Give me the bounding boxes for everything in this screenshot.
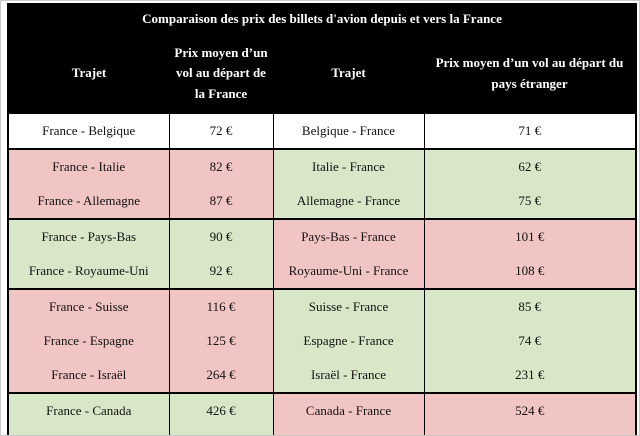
price-to-france-cell: 74 € [423,324,637,358]
route-to-france-cell: Israël - France [272,358,425,394]
price-from-france-cell: 438 € [168,428,274,435]
table-row: France - Canada 426 € Canada - France 52… [7,393,637,428]
route-to-france-cell: Belgique - France [272,114,425,150]
column-header-trajet-depart: Trajet [8,33,169,114]
price-to-france-cell: 101 € [423,219,637,254]
route-from-france-cell: France - Belgique [7,114,170,150]
table-row: France - Allemagne 87 € Allemagne - Fran… [7,184,637,220]
route-to-france-cell: Pays-Bas - France [272,219,425,254]
price-to-france-cell: 75 € [423,184,637,220]
column-header-trajet-retour: Trajet [273,33,424,114]
route-from-france-cell: France - États-Unis [7,428,170,435]
price-to-france-cell: 476 € [423,428,637,435]
route-from-france-cell: France - Canada [7,393,170,428]
price-to-france-cell: 524 € [423,393,637,428]
route-to-france-cell: Espagne - France [272,324,425,358]
table-row: France - Belgique 72 € Belgique - France… [7,114,637,150]
price-from-france-cell: 82 € [168,149,274,184]
route-to-france-cell: Suisse - France [272,289,425,324]
route-to-france-cell: Italie - France [272,149,425,184]
table-row: France - Espagne 125 € Espagne - France … [7,324,637,358]
column-header-prix-depart-france: Prix moyen d’un vol au départ de la Fran… [169,33,273,114]
price-from-france-cell: 116 € [168,289,274,324]
table-row: France - Israël 264 € Israël - France 23… [7,358,637,394]
price-from-france-cell: 92 € [168,254,274,290]
route-from-france-cell: France - Royaume-Uni [7,254,170,290]
price-to-france-cell: 71 € [423,114,637,150]
price-to-france-cell: 108 € [423,254,637,290]
price-to-france-cell: 62 € [423,149,637,184]
route-from-france-cell: France - Pays-Bas [7,219,170,254]
flight-price-comparison-table: Comparaison des prix des billets d'avion… [7,3,637,435]
column-header-prix-depart-etranger: Prix moyen d’un vol au départ du pays ét… [424,33,636,114]
route-from-france-cell: France - Italie [7,149,170,184]
route-from-france-cell: France - Suisse [7,289,170,324]
price-from-france-cell: 125 € [168,324,274,358]
route-from-france-cell: France - Allemagne [7,184,170,220]
table-body: France - Belgique 72 € Belgique - France… [7,114,637,435]
table-header-row: Trajet Prix moyen d’un vol au départ de … [8,33,636,114]
price-from-france-cell: 87 € [168,184,274,220]
table-title: Comparaison des prix des billets d'avion… [8,4,636,33]
route-to-france-cell: Allemagne - France [272,184,425,220]
price-from-france-cell: 90 € [168,219,274,254]
table-row: France - États-Unis 438 € États-Unis - F… [7,428,637,435]
route-from-france-cell: France - Israël [7,358,170,394]
route-to-france-cell: Royaume-Uni - France [272,254,425,290]
route-from-france-cell: France - Espagne [7,324,170,358]
table-row: France - Suisse 116 € Suisse - France 85… [7,289,637,324]
route-to-france-cell: Canada - France [272,393,425,428]
price-from-france-cell: 264 € [168,358,274,394]
table-row: France - Royaume-Uni 92 € Royaume-Uni - … [7,254,637,290]
price-from-france-cell: 72 € [168,114,274,150]
price-to-france-cell: 231 € [423,358,637,394]
table-row: France - Italie 82 € Italie - France 62 … [7,149,637,184]
table-row: France - Pays-Bas 90 € Pays-Bas - France… [7,219,637,254]
price-from-france-cell: 426 € [168,393,274,428]
route-to-france-cell: États-Unis - France [272,428,425,435]
table-title-row: Comparaison des prix des billets d'avion… [8,4,636,33]
price-to-france-cell: 85 € [423,289,637,324]
